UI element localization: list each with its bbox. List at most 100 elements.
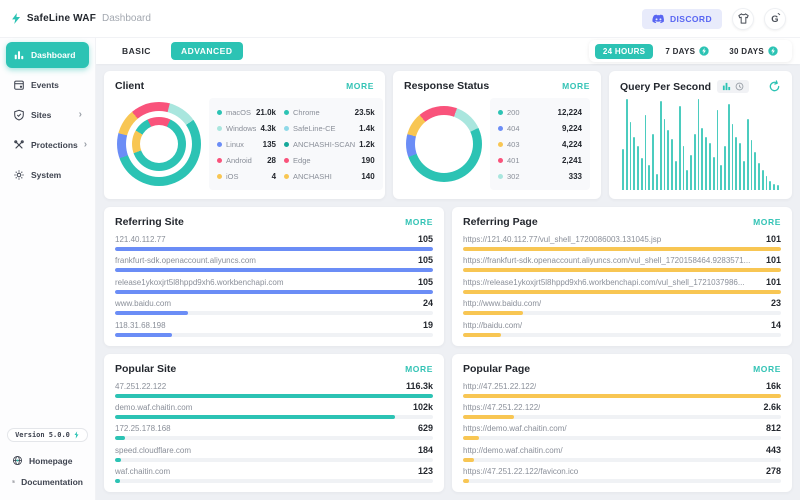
time-filter-30-days[interactable]: 30 DAYS <box>721 43 786 59</box>
qps-bar <box>761 169 764 190</box>
list-item-value: 105 <box>417 234 433 244</box>
list-item-bar <box>463 332 781 337</box>
client-more-link[interactable]: MORE <box>346 81 374 91</box>
referring-page-more-link[interactable]: MORE <box>753 217 781 227</box>
discord-button[interactable]: DISCORD <box>642 8 722 29</box>
legend-item: Edge 190 <box>284 156 375 165</box>
sidebar-item-protections[interactable]: Protections › <box>6 132 89 158</box>
legend-item: Linux 135 <box>217 140 276 149</box>
footer-link-documentation[interactable]: Documentation <box>0 471 95 492</box>
legend-name: Chrome <box>293 107 320 117</box>
legend-item: 200 12,224 <box>498 108 582 117</box>
list-item: https://47.251.22.122/favicon.ico 278 <box>463 466 781 483</box>
list-item-value: 123 <box>417 466 433 476</box>
list-item-value: 16k <box>765 380 781 391</box>
qps-mode-toggle[interactable] <box>717 80 750 93</box>
list-item: speed.cloudflare.com 184 <box>115 445 433 462</box>
legend-name: 302 <box>507 171 520 181</box>
qps-bar <box>690 155 692 190</box>
legend-name: 404 <box>507 123 520 133</box>
legend-dot <box>498 125 503 131</box>
sidebar-item-sites[interactable]: Sites › <box>6 102 89 128</box>
popular-page-more-link[interactable]: MORE <box>753 363 781 374</box>
sidebar-item-events[interactable]: Events <box>6 72 89 98</box>
referring-site-more-link[interactable]: MORE <box>405 217 433 227</box>
time-filter-24-hours[interactable]: 24 HOURS <box>594 43 654 59</box>
sidebar-item-system[interactable]: System <box>6 162 89 188</box>
pro-bolt-icon <box>699 46 709 56</box>
list-item: frankfurt-sdk.openaccount.aliyuncs.com 10… <box>115 255 433 273</box>
legend-item: Chrome 23.5k <box>284 108 375 117</box>
time-filter-label: 30 DAYS <box>729 46 764 56</box>
referring-site-title: Referring Site <box>115 216 184 228</box>
legend-dot <box>217 157 222 163</box>
legend-name: 401 <box>507 155 520 165</box>
list-item-label: 47.251.22.122 <box>115 381 167 391</box>
legend-name: macOS <box>226 107 252 117</box>
list-item-value: 24 <box>422 298 433 309</box>
list-item-value: 116.3k <box>405 380 433 391</box>
legend-value: 140 <box>361 171 375 181</box>
qps-title: Query Per Second <box>620 80 712 93</box>
list-item-bar <box>115 393 433 398</box>
list-item-value: 102k <box>412 401 433 412</box>
qps-refresh-icon[interactable] <box>768 80 781 93</box>
qps-bar <box>731 124 734 190</box>
legend-item: macOS 21.0k <box>217 108 276 117</box>
legend-name: 200 <box>507 107 520 117</box>
qps-bar <box>663 119 666 190</box>
list-item-bar <box>463 268 781 273</box>
list-item-label: speed.cloudflare.com <box>115 445 192 455</box>
footer-link-homepage[interactable]: Homepage <box>0 450 95 471</box>
popular-page-title: Popular Page <box>463 362 531 375</box>
time-filter-7-days[interactable]: 7 DAYS <box>657 43 717 59</box>
list-item-label: http://47.251.22.122/ <box>463 381 537 391</box>
gear-icon <box>13 169 25 181</box>
qps-bar <box>637 146 639 190</box>
sidebar-item-dashboard[interactable]: Dashboard <box>6 42 89 68</box>
language-button[interactable]: G <box>764 7 786 30</box>
legend-value: 4,224 <box>561 139 582 149</box>
qps-bar <box>758 162 760 190</box>
sidebar-item-label: System <box>31 170 62 180</box>
popular-site-more-link[interactable]: MORE <box>405 363 433 374</box>
theme-tshirt-button[interactable] <box>732 7 754 30</box>
legend-name: ANCHASHI <box>293 171 332 181</box>
list-item-label: http://www.baidu.com/ <box>463 299 542 309</box>
svg-text:G: G <box>771 14 778 24</box>
list-item: https://121.40.112.77/vul_shell_17200860… <box>463 234 781 251</box>
legend-item: ANCHASHI 140 <box>284 172 375 181</box>
footer-link-label: Homepage <box>29 455 73 466</box>
qps-bar <box>656 173 658 190</box>
discord-icon <box>652 14 665 24</box>
referring-page-title: Referring Page <box>463 216 538 228</box>
legend-name: Edge <box>293 155 311 165</box>
qps-bar <box>674 160 677 190</box>
legend-value: 21.0k <box>255 107 277 117</box>
list-item: https://demo.waf.chaitin.com/812 <box>463 423 781 441</box>
globe-icon <box>12 455 23 466</box>
legend-name: ANCHASHI-SCAN <box>293 139 356 149</box>
legend-item: Android 28 <box>217 156 276 165</box>
qps-panel: Query Per Second <box>609 71 792 199</box>
qps-bar <box>743 160 745 190</box>
list-item-value: 101 <box>765 276 781 287</box>
response-status-title: Response Status <box>404 80 490 92</box>
sidebar-item-label: Sites <box>31 110 52 120</box>
tab-advanced[interactable]: ADVANCED <box>170 42 243 60</box>
response-status-more-link[interactable]: MORE <box>562 81 590 91</box>
list-item-bar <box>463 479 781 483</box>
qps-bar <box>659 100 662 190</box>
list-item-bar <box>463 414 781 419</box>
legend-name: 403 <box>507 139 520 149</box>
client-legend: macOS 21.0k Windows 4.3k Linux 135 Android 28 iO… <box>209 98 383 190</box>
legend-dot <box>498 141 503 147</box>
list-item-bar <box>463 393 781 398</box>
legend-dot <box>284 157 290 163</box>
legend-value: 135 <box>262 139 277 149</box>
clock-icon <box>735 82 744 91</box>
tab-basic[interactable]: BASIC <box>122 46 151 56</box>
mini-bar-chart-icon <box>722 82 731 91</box>
list-item-label: https://demo.waf.chaitin.com/ <box>463 424 567 434</box>
list-item: demo.waf.chaitin.com 102k <box>115 402 433 419</box>
